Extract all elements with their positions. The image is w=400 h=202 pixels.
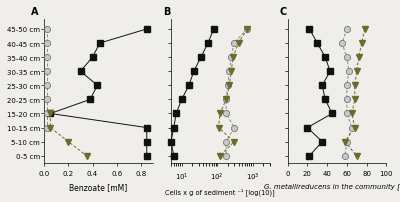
Text: C: C bbox=[280, 7, 287, 17]
Text: A: A bbox=[31, 7, 39, 17]
X-axis label: G. metallireducens in the community [%]: G. metallireducens in the community [%] bbox=[264, 182, 400, 189]
X-axis label: Cells x g of sediment ⁻¹ [log(10)]: Cells x g of sediment ⁻¹ [log(10)] bbox=[165, 187, 275, 195]
X-axis label: Benzoate [mM]: Benzoate [mM] bbox=[70, 182, 128, 191]
Text: B: B bbox=[163, 7, 170, 17]
